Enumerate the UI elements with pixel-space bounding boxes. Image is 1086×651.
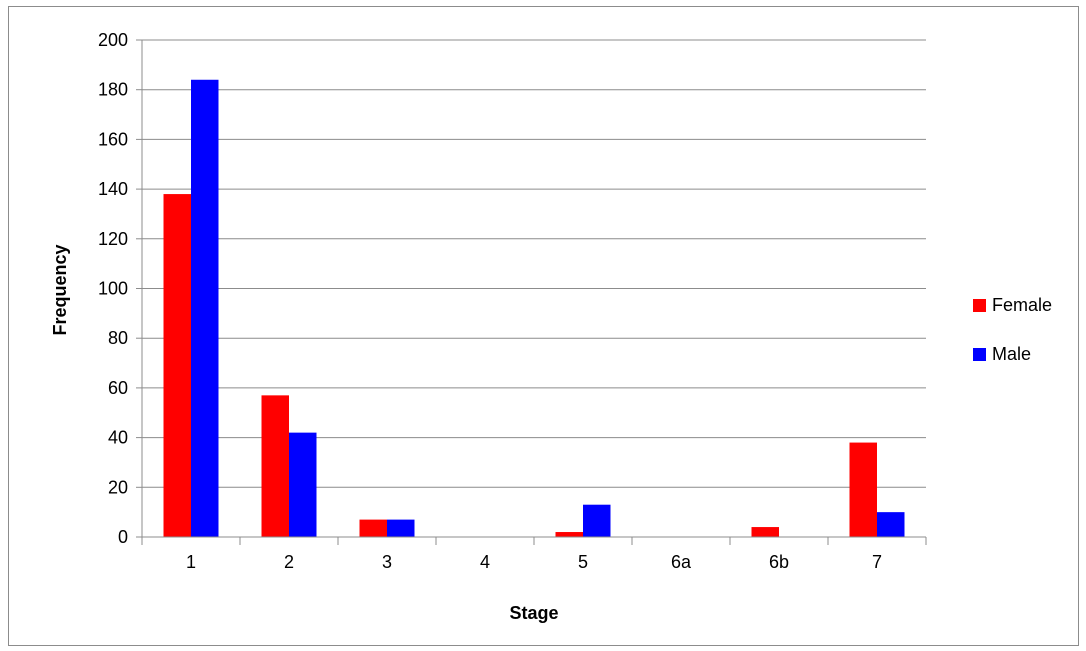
y-tick-label: 60 — [108, 378, 128, 398]
bar-male-2 — [289, 432, 317, 537]
y-tick-label: 180 — [98, 80, 128, 100]
y-tick-label: 40 — [108, 428, 128, 448]
y-axis-title: Frequency — [50, 244, 70, 335]
gridlines — [136, 39, 926, 538]
bar-female-1 — [163, 194, 191, 537]
legend-label-male: Male — [992, 344, 1031, 364]
y-tick-label: 140 — [98, 179, 128, 199]
axes — [141, 40, 927, 545]
x-tick-label: 4 — [480, 552, 490, 572]
bar-female-7 — [849, 442, 877, 537]
bar-female-6b — [751, 527, 779, 537]
y-tick-label: 160 — [98, 129, 128, 149]
x-tick-label: 1 — [186, 552, 196, 572]
x-tick-label: 6b — [769, 552, 789, 572]
legend-label-female: Female — [992, 295, 1052, 315]
x-tick-label: 2 — [284, 552, 294, 572]
bar-male-5 — [583, 504, 611, 537]
legend: Female Male — [973, 295, 1052, 364]
y-tick-label: 80 — [108, 328, 128, 348]
x-tick-label: 7 — [872, 552, 882, 572]
x-tick-label: 3 — [382, 552, 392, 572]
y-tick-label: 20 — [108, 477, 128, 497]
bar-male-3 — [387, 519, 415, 537]
bar-male-1 — [191, 79, 219, 537]
y-tick-labels: 0 20 40 60 80 100 120 140 160 180 200 — [98, 30, 128, 547]
y-tick-label: 0 — [118, 527, 128, 547]
x-tick-label: 5 — [578, 552, 588, 572]
y-tick-label: 200 — [98, 30, 128, 50]
bar-female-3 — [359, 519, 387, 537]
y-tick-label: 100 — [98, 279, 128, 299]
bar-female-5 — [555, 532, 583, 537]
y-tick-label: 120 — [98, 229, 128, 249]
legend-swatch-male — [973, 348, 986, 361]
x-tick-labels: 1 2 3 4 5 6a 6b 7 — [186, 552, 882, 572]
legend-swatch-female — [973, 299, 986, 312]
x-axis-title: Stage — [509, 603, 558, 623]
x-tick-label: 6a — [671, 552, 692, 572]
bars — [163, 79, 905, 537]
bar-female-2 — [261, 395, 289, 537]
bar-male-7 — [877, 512, 905, 537]
